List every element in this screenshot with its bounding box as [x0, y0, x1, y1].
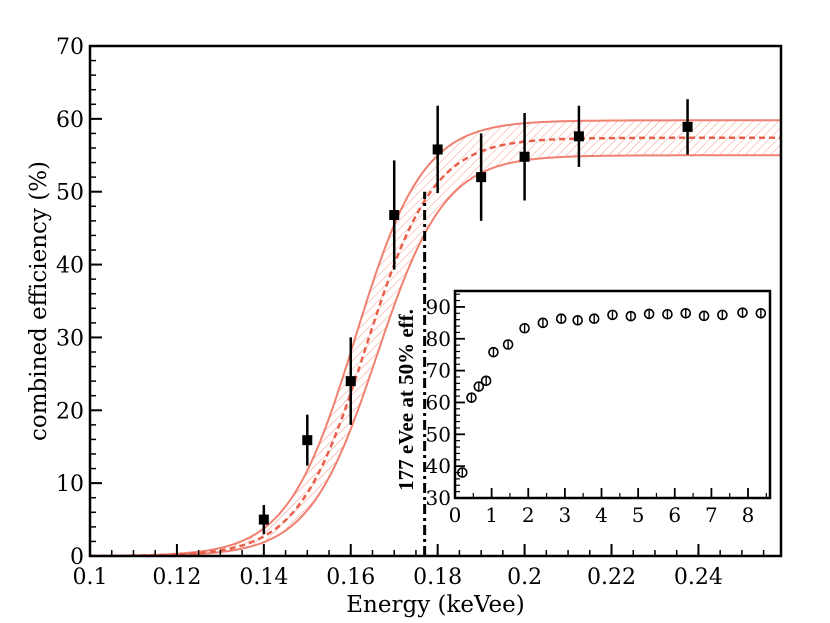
y-tick-label: 60 — [56, 108, 84, 133]
inset-y-tick-label: 60 — [426, 390, 451, 414]
data-point — [432, 144, 443, 155]
x-axis-title: Energy (keVee) — [346, 592, 524, 618]
inset-data-point — [488, 346, 499, 358]
inset-y-tick-label: 80 — [426, 327, 451, 351]
inset-y-tick-label: 90 — [426, 295, 451, 319]
inset-data-point — [755, 307, 767, 319]
fit-central-curve — [90, 136, 781, 558]
x-tick-label: 0.14 — [239, 565, 288, 590]
main-plot: 0.1 0.12 0.14 0.16 0.18 0.2 0.22 0.240102030405… — [56, 35, 783, 590]
inset-x-tick-label: 1 — [485, 503, 498, 527]
inset-data-point — [572, 314, 584, 326]
x-tick-label: 0.1 — [73, 565, 108, 590]
data-point — [302, 435, 313, 446]
main-data-points — [258, 99, 693, 535]
inset-y-tick-label: 40 — [426, 454, 451, 478]
inset-data-point — [625, 310, 637, 322]
y-tick-label: 30 — [56, 326, 84, 351]
inset-plot: 0 1 2 3 4 5 6 7 8 30 40 50 60 70 80 90 — [426, 289, 772, 527]
inset-x-tick-label: 3 — [559, 503, 572, 527]
y-tick-label: 0 — [70, 545, 84, 570]
x-tick-label: 0.2 — [507, 565, 542, 590]
data-point — [573, 131, 584, 142]
data-point — [258, 514, 269, 525]
inset-data-point — [480, 375, 492, 387]
y-tick-label: 50 — [56, 181, 84, 206]
inset-data-point — [698, 310, 710, 322]
data-point — [476, 172, 487, 183]
inset-data-point — [737, 307, 748, 318]
inset-axes: 0 1 2 3 4 5 6 7 8 30 40 50 60 70 80 90 — [426, 293, 767, 527]
x-tick-label: 0.18 — [413, 565, 462, 590]
inset-x-tick-label: 2 — [522, 503, 535, 527]
inset-data-point — [473, 381, 485, 392]
inset-data-point — [607, 309, 618, 321]
fit-uncertainty-band — [90, 120, 781, 556]
inset-data-point — [680, 307, 692, 319]
inset-x-tick-label: 4 — [595, 503, 608, 527]
inset-data-point — [466, 392, 477, 403]
inset-x-tick-label: 6 — [668, 503, 681, 527]
plot-frame — [88, 44, 783, 558]
inset-x-tick-label: 7 — [705, 503, 718, 527]
main-axes: 0.1 0.12 0.14 0.16 0.18 0.2 0.22 0.240102030405… — [56, 35, 783, 590]
data-point — [682, 121, 693, 132]
inset-data-point — [643, 308, 655, 320]
inset-data-points — [457, 307, 767, 478]
y-tick-label: 70 — [56, 35, 84, 60]
x-tick-label: 0.16 — [326, 565, 375, 590]
y-tick-label: 40 — [56, 254, 84, 279]
data-point — [345, 376, 356, 387]
data-point — [389, 210, 400, 221]
inset-data-point — [662, 308, 673, 320]
data-point — [519, 151, 530, 162]
inset-data-point — [502, 339, 514, 350]
x-tick-label: 0.22 — [587, 565, 636, 590]
inset-x-tick-label: 0 — [449, 503, 462, 527]
inset-data-point — [588, 313, 600, 325]
inset-frame — [453, 289, 772, 500]
inset-y-tick-label: 30 — [426, 486, 451, 510]
inset-data-point — [717, 309, 728, 321]
x-tick-label: 0.12 — [152, 565, 201, 590]
y-tick-label: 20 — [56, 399, 84, 424]
inset-x-tick-label: 5 — [632, 503, 645, 527]
threshold-annotation: 177 eVee at 50% eff. — [394, 309, 418, 491]
x-tick-label: 0.24 — [674, 565, 723, 590]
inset-data-point — [555, 313, 567, 325]
inset-x-tick-label: 8 — [742, 503, 755, 527]
y-axis-title: combined efficiency (%) — [26, 161, 52, 441]
inset-y-tick-label: 50 — [426, 422, 451, 446]
inset-data-point — [519, 322, 530, 334]
inset-data-point — [457, 467, 468, 478]
y-tick-label: 10 — [56, 472, 84, 497]
fit-upper-curve — [90, 119, 781, 557]
inset-y-tick-label: 70 — [426, 359, 451, 383]
inset-data-point — [537, 317, 549, 329]
